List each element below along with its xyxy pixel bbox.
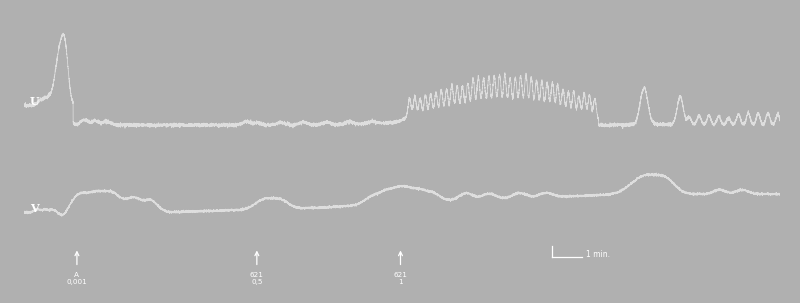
Text: 1 min.: 1 min. xyxy=(586,250,610,259)
Text: V: V xyxy=(30,203,38,214)
Text: A
0,001: A 0,001 xyxy=(66,271,87,285)
Text: 621
0,5: 621 0,5 xyxy=(250,271,264,285)
Text: U: U xyxy=(30,95,40,107)
Text: 621
1: 621 1 xyxy=(394,271,407,285)
